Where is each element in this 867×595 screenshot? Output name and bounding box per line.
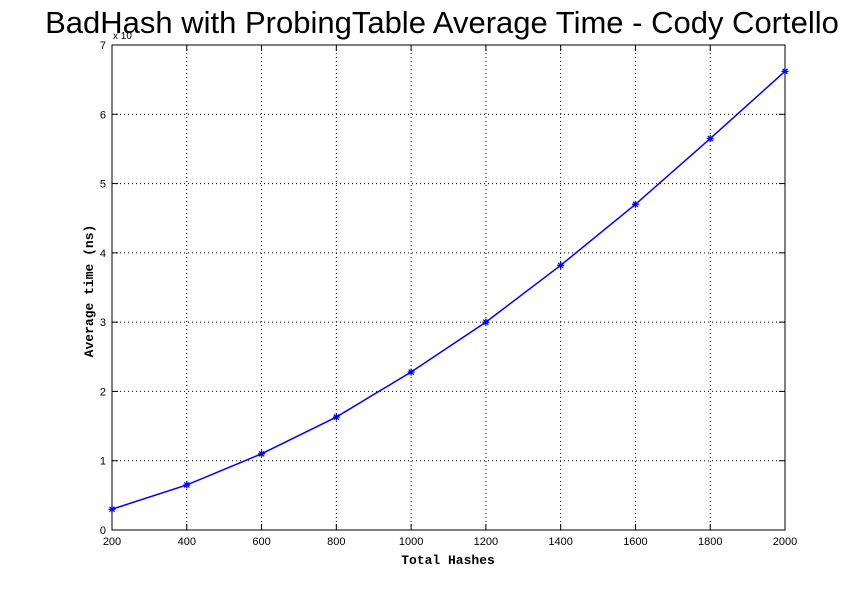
data-point <box>781 67 789 75</box>
x-tick-label: 800 <box>327 536 345 548</box>
data-point <box>183 481 191 489</box>
plot-area <box>111 44 786 531</box>
axis-ticks: 200 400 600 800 1000 1200 1400 1600 1800 2000 0 1 2 3… <box>100 40 797 548</box>
y-tick-label: 2 <box>100 386 106 398</box>
y-tick-label: 7 <box>100 40 106 52</box>
x-tick-label: 200 <box>103 536 121 548</box>
y-tick-label: 1 <box>100 456 106 468</box>
x-tick-label: 1200 <box>474 536 498 548</box>
y-axis-multiplier: x 10 <box>113 31 132 42</box>
grid <box>112 45 785 530</box>
x-tick-label: 1000 <box>399 536 423 548</box>
data-point <box>258 450 266 458</box>
y-tick-label: 5 <box>100 179 106 191</box>
data-point <box>108 505 116 513</box>
x-tick-label: 1600 <box>623 536 647 548</box>
data-point <box>631 200 639 208</box>
data-point <box>332 413 340 421</box>
series-layer <box>108 67 789 513</box>
y-tick-label: 4 <box>100 248 106 260</box>
y-tick-label: 3 <box>100 317 106 329</box>
x-tick-label: 1400 <box>548 536 572 548</box>
data-point <box>407 368 415 376</box>
series-line <box>111 70 786 510</box>
x-tick-label: 600 <box>252 536 270 548</box>
x-tick-label: 1800 <box>698 536 722 548</box>
y-tick-label: 0 <box>100 525 106 537</box>
y-tick-label: 6 <box>100 109 106 121</box>
data-point <box>706 135 714 143</box>
x-axis-label: Total Hashes <box>401 553 495 568</box>
data-point <box>482 318 490 326</box>
x-tick-label: 2000 <box>773 536 797 548</box>
y-axis-label: Average time (ns) <box>82 225 97 358</box>
data-point <box>557 261 565 269</box>
x-tick-label: 400 <box>178 536 196 548</box>
chart-title: BadHash with ProbingTable Average Time -… <box>45 5 839 40</box>
